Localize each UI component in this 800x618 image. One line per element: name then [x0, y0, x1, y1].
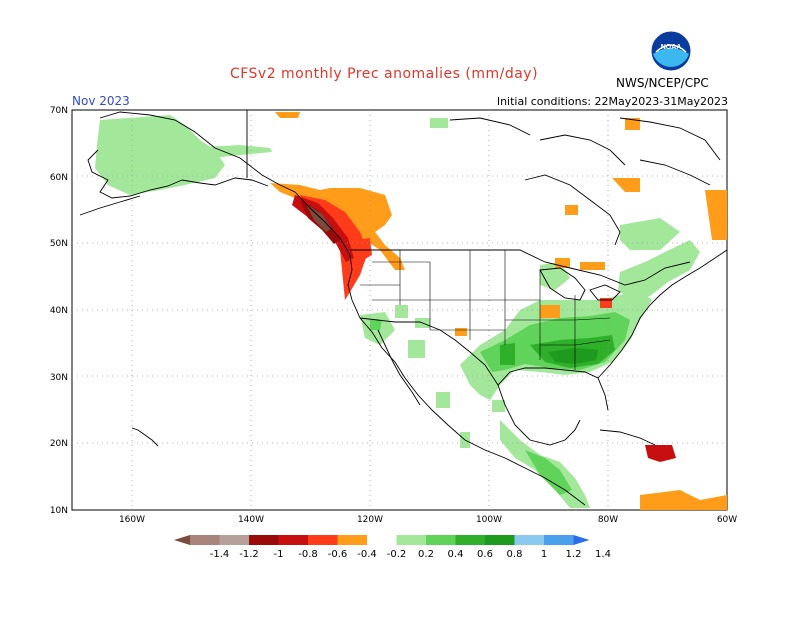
lat-label: 60N — [50, 173, 68, 183]
lat-label: 50N — [50, 239, 68, 249]
lat-label: 20N — [50, 439, 68, 449]
colorbar-arrow-right — [573, 535, 590, 545]
colorbar-tick-label: -0.2 — [387, 549, 407, 560]
colorbar-swatch — [249, 535, 279, 545]
colorbar-swatch — [426, 535, 456, 545]
initial-conditions: Initial conditions: 22May2023-31May2023 — [496, 95, 728, 108]
colorbar-tick-label: -0.6 — [328, 549, 348, 560]
colorbar-labels: -1.4 -1.2 -1 -0.8 -0.6 -0.4 -0.2 0.2 0.4 0.6 0.8 1 1… — [210, 549, 611, 560]
colorbar-swatches — [174, 535, 590, 545]
colorbar-swatch — [367, 535, 397, 545]
lon-label: 80W — [598, 515, 618, 525]
colorbar-tick-label: 1.4 — [595, 549, 611, 560]
noaa-logo: NOAA — [650, 30, 692, 72]
colorbar-tick-label: 0.2 — [418, 549, 434, 560]
colorbar-tick-label: 1.2 — [566, 549, 582, 560]
lat-label: 10N — [50, 506, 68, 516]
colorbar-tick-label: -0.8 — [298, 549, 318, 560]
colorbar-swatch — [455, 535, 485, 545]
state-borders — [360, 250, 611, 370]
colorbar-swatch — [219, 535, 249, 545]
colorbar-tick-label: 0.8 — [507, 549, 523, 560]
lat-label: 30N — [50, 373, 68, 383]
colorbar-swatch — [396, 535, 426, 545]
colorbar-tick-label: 1 — [541, 549, 547, 560]
lon-label: 100W — [476, 515, 502, 525]
colorbar-swatch — [190, 535, 220, 545]
lon-label: 60W — [717, 515, 737, 525]
colorbar-swatch — [485, 535, 515, 545]
colorbar-tick-label: 0.6 — [477, 549, 493, 560]
colorbar-swatch — [278, 535, 308, 545]
colorbar-swatch — [308, 535, 338, 545]
colorbar-swatch — [514, 535, 544, 545]
colorbar-swatch — [544, 535, 574, 545]
map-title-text: CFSv2 monthly Prec anomalies (mm/day) — [229, 66, 539, 82]
lon-label: 120W — [357, 515, 383, 525]
lon-labels: 160W 140W 120W 100W 80W 60W — [119, 515, 737, 525]
agency-label: NWS/NCEP/CPC — [616, 76, 709, 90]
colorbar-tick-label: 0.4 — [448, 549, 464, 560]
map-title: CFSv2 monthly Prec anomalies (mm/day) — [0, 66, 800, 82]
colorbar-swatch — [337, 535, 367, 545]
colorbar-tick-label: -1.4 — [210, 549, 230, 560]
noaa-logo-text: NOAA — [661, 44, 682, 51]
colorbar-tick-label: -1.2 — [239, 549, 259, 560]
colorbar-tick-label: -0.4 — [357, 549, 377, 560]
coastlines — [79, 110, 728, 506]
forecast-month: Nov 2023 — [72, 94, 130, 108]
map-grid — [72, 110, 727, 510]
lon-label: 160W — [119, 515, 145, 525]
colorbar-arrow-left — [174, 535, 190, 545]
lat-label: 70N — [50, 106, 68, 116]
lon-label: 140W — [238, 515, 264, 525]
colorbar-tick-label: -1 — [274, 549, 284, 560]
lat-label: 40N — [50, 306, 68, 316]
lat-labels: 70N 60N 50N 40N 30N 20N 10N — [50, 106, 68, 516]
